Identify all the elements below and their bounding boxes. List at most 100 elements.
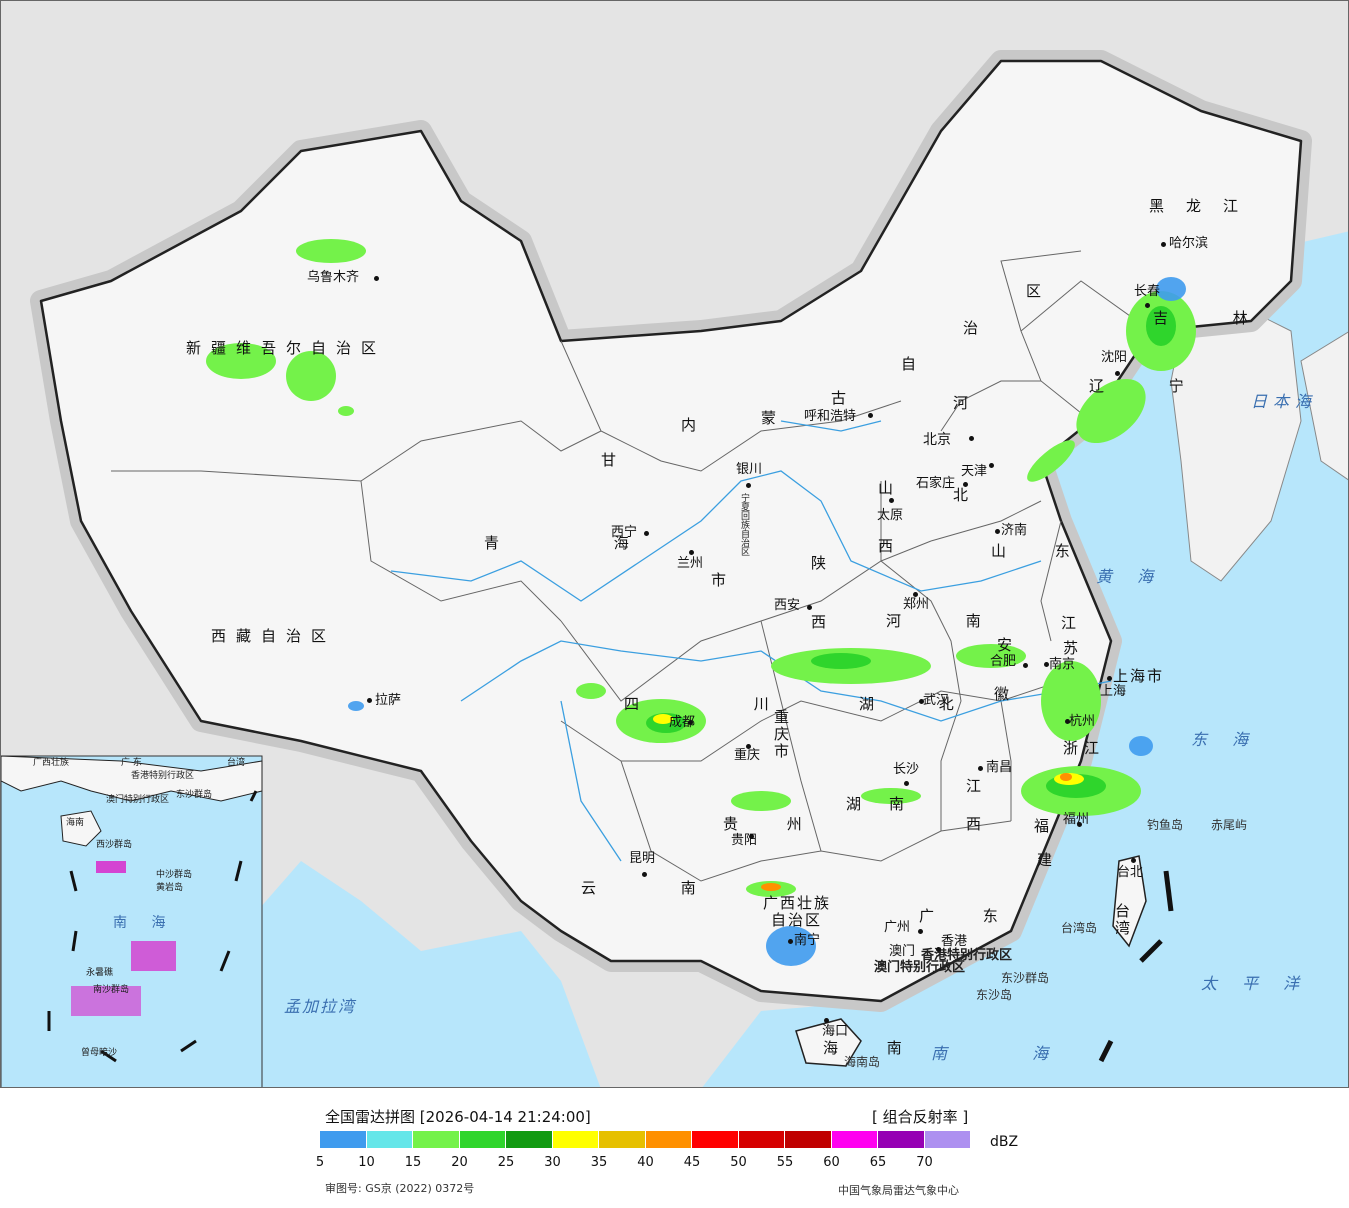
scale-tick-label: 65 bbox=[869, 1155, 887, 1170]
legend-unit: dBZ bbox=[990, 1134, 1019, 1150]
island-hainan: 海南岛 bbox=[844, 1055, 881, 1069]
province-xinjiang: 新疆维吾尔自治区 bbox=[186, 339, 387, 357]
city-dot-zhengzhou bbox=[913, 592, 918, 597]
province-borders bbox=[111, 250, 1152, 882]
city-xining: 西宁 bbox=[611, 525, 638, 540]
japan-land bbox=[1300, 331, 1348, 481]
city-kunming: 昆明 bbox=[629, 851, 656, 866]
province-ningxia: 宁夏回族自治区 bbox=[739, 493, 749, 556]
scale-tick-label: 25 bbox=[497, 1155, 515, 1170]
province-shanxi-a: 山 bbox=[878, 479, 904, 497]
city-dot-guiyang bbox=[749, 834, 754, 839]
island-dongsha: 东沙岛 bbox=[976, 988, 1013, 1002]
scale-tick-label: 40 bbox=[637, 1155, 654, 1170]
sea-bengal: 孟加拉湾 bbox=[284, 997, 357, 1016]
province-guangxi-b: 自治区 bbox=[771, 911, 823, 929]
city-dot-urumqi bbox=[374, 276, 379, 281]
sea-pacific: 太 平 洋 bbox=[1201, 974, 1310, 993]
province-jiangxi-b: 西 bbox=[966, 815, 992, 833]
scale-swatch bbox=[459, 1131, 506, 1148]
city-dot-guangzhou bbox=[918, 929, 923, 934]
province-jiangsu-b: 苏 bbox=[1063, 639, 1089, 657]
province-guangxi-a: 广西壮族 bbox=[763, 894, 832, 912]
map-canvas bbox=[1, 1, 1348, 1087]
province-shanghai: 上海市 bbox=[1113, 667, 1165, 685]
province-taiwan: 台湾 bbox=[1113, 903, 1131, 937]
inset-zengmu: 曾母暗沙 bbox=[81, 1048, 118, 1058]
inset-guangdong: 广 东 bbox=[121, 758, 142, 768]
scale-swatch bbox=[320, 1131, 367, 1148]
sea-japan: 日本海 bbox=[1251, 392, 1318, 411]
province-neimenggu-a: 内 bbox=[681, 416, 707, 434]
province-hebei-b: 北 bbox=[953, 486, 979, 504]
province-liaoning: 辽 宁 bbox=[1089, 377, 1214, 395]
city-dot-haikou bbox=[824, 1018, 829, 1023]
inset-hainan bbox=[60, 810, 102, 847]
province-hk: 香港特别行政区 bbox=[921, 948, 1013, 963]
province-neimenggu-c: 古 bbox=[831, 389, 857, 407]
city-lanzhou: 兰州 bbox=[677, 556, 704, 571]
radar-echoes bbox=[206, 239, 1196, 966]
scale-tick-label: 60 bbox=[823, 1155, 840, 1170]
city-urumqi: 乌鲁木齐 bbox=[307, 270, 360, 285]
tick-row: 5 10 15 20 25 30 35 40 45 50 55 60 65 70 bbox=[0, 1155, 1349, 1175]
city-hangzhou: 杭州 bbox=[1069, 714, 1096, 729]
province-guizhou: 贵 州 bbox=[723, 815, 824, 833]
inset-yongshu: 永暑礁 bbox=[86, 968, 114, 978]
island-dongsha-qd: 东沙群岛 bbox=[1001, 971, 1050, 985]
city-dot-harbin bbox=[1161, 242, 1166, 247]
island-diaoyu: 钓鱼岛 bbox=[1147, 818, 1184, 832]
bengal-sea bbox=[181, 861, 601, 1087]
scale-swatch bbox=[552, 1131, 599, 1148]
scale-swatch bbox=[366, 1131, 413, 1148]
city-dot-lhasa bbox=[367, 698, 372, 703]
city-xian: 西安 bbox=[774, 598, 801, 613]
city-dot-taibei bbox=[1131, 858, 1136, 863]
city-dot-chengdu bbox=[688, 720, 693, 725]
city-beijing: 北京 bbox=[923, 432, 951, 448]
city-dot-chongqing bbox=[746, 744, 751, 749]
city-nanjing: 南京 bbox=[1049, 657, 1076, 672]
province-jiangxi-a: 江 bbox=[966, 777, 992, 795]
scale-tick-label: 30 bbox=[544, 1155, 561, 1170]
province-yunnan: 云 南 bbox=[581, 879, 736, 897]
city-dot-hohhot bbox=[868, 413, 873, 418]
sea-yellow: 黄 海 bbox=[1096, 567, 1164, 586]
city-dot-nanchang bbox=[978, 766, 983, 771]
city-dot-xian bbox=[807, 605, 812, 610]
sea-south: 南 海 bbox=[931, 1044, 1089, 1063]
scale-swatch bbox=[785, 1131, 832, 1148]
scale-tick-label: 55 bbox=[776, 1155, 794, 1170]
nine-dash-line bbox=[47, 790, 258, 1063]
scale-swatch bbox=[413, 1131, 460, 1148]
province-neimenggu-b: 蒙 bbox=[761, 409, 787, 427]
province-shanxi-b: 西 bbox=[878, 537, 904, 555]
province-chongqing: 重庆市 bbox=[772, 709, 790, 760]
scale-tick-label: 35 bbox=[590, 1155, 608, 1170]
inset-south-sea: 南 海 bbox=[113, 915, 176, 931]
city-guiyang: 贵阳 bbox=[731, 833, 758, 848]
province-neimenggu-f: 区 bbox=[1026, 282, 1052, 300]
city-hohhot: 呼和浩特 bbox=[804, 409, 857, 424]
city-tianjin: 天津 bbox=[961, 464, 988, 479]
province-hunan-b: 南 bbox=[889, 795, 915, 813]
scale-swatch bbox=[692, 1131, 739, 1148]
city-jinan: 济南 bbox=[1001, 523, 1028, 538]
scale-tick-label: 70 bbox=[916, 1155, 933, 1170]
city-hefei: 合肥 bbox=[990, 654, 1017, 669]
legend-product: [ 组合反射率 ] bbox=[872, 1108, 969, 1126]
city-shijiazhuang: 石家庄 bbox=[916, 476, 956, 491]
scale-tick-label: 5 bbox=[315, 1155, 325, 1170]
inset-zhongsha: 中沙群岛 bbox=[156, 870, 193, 880]
city-haikou: 海口 bbox=[822, 1024, 849, 1039]
province-heilongjiang: 黑龙江 bbox=[1149, 197, 1261, 215]
province-qinghai: 青 海 bbox=[484, 534, 684, 552]
scale-swatch bbox=[878, 1131, 925, 1148]
city-fuzhou: 福州 bbox=[1063, 812, 1090, 827]
province-xizang: 西藏自治区 bbox=[211, 627, 337, 645]
city-dot-wuhan bbox=[919, 699, 924, 704]
city-chongqing: 重庆 bbox=[734, 748, 761, 763]
city-dot-hongkong bbox=[936, 947, 941, 952]
province-neimenggu-d: 自 bbox=[901, 355, 927, 373]
city-dot-changchun bbox=[1145, 303, 1150, 308]
